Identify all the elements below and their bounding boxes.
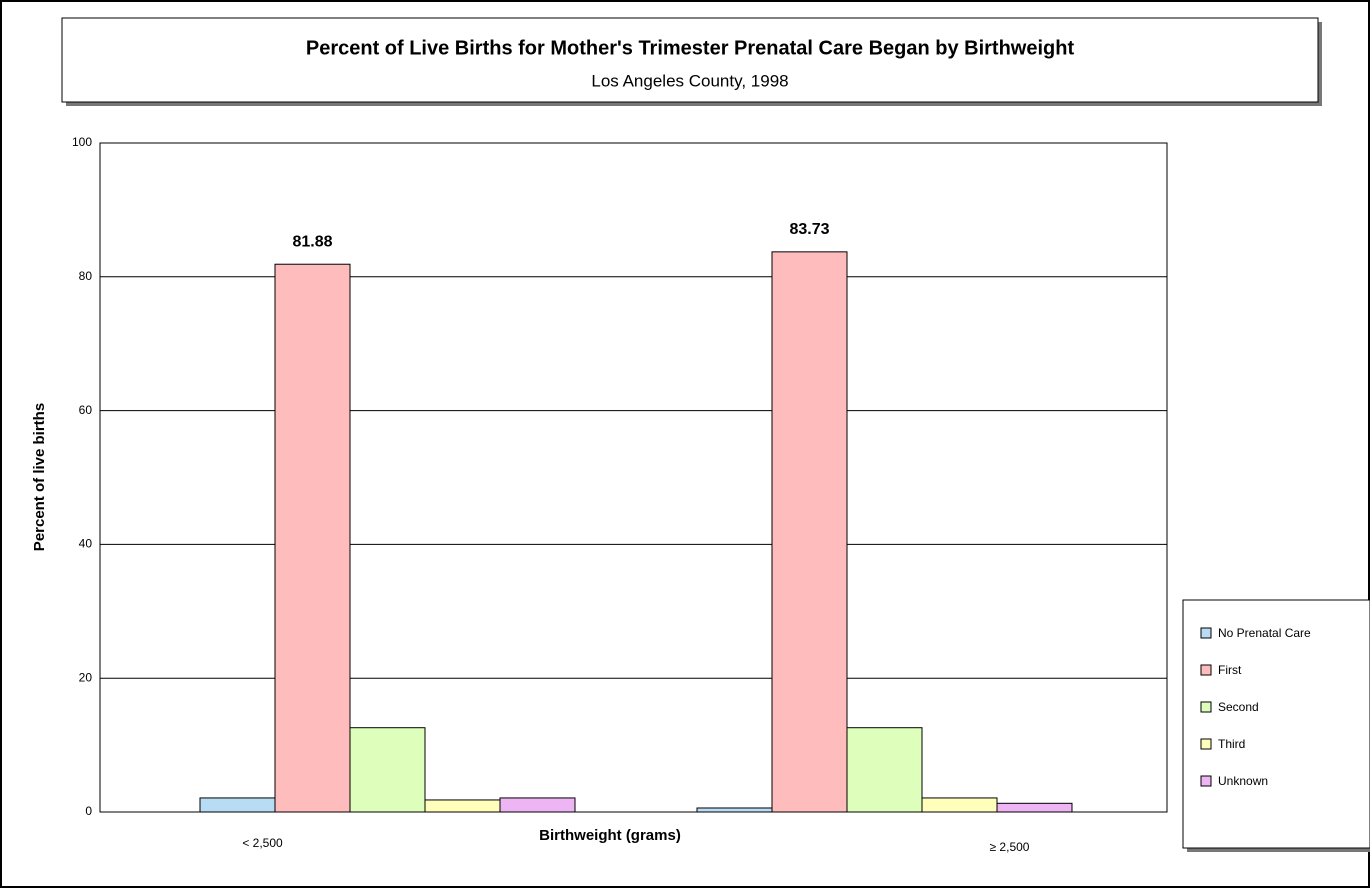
bar bbox=[696, 807, 773, 813]
x-axis-title: Birthweight (grams) bbox=[539, 827, 681, 844]
bar bbox=[771, 251, 848, 813]
legend-swatch bbox=[1200, 775, 1212, 787]
data-label: 83.73 bbox=[789, 221, 829, 238]
bar bbox=[996, 802, 1073, 813]
plot-area bbox=[99, 142, 1168, 813]
data-label: 81.88 bbox=[292, 233, 332, 250]
legend-label: First bbox=[1218, 663, 1242, 677]
legend-swatch bbox=[1200, 701, 1212, 713]
legend-swatch bbox=[1200, 627, 1212, 639]
chart-subtitle: Los Angeles County, 1998 bbox=[591, 71, 788, 90]
legend-swatch bbox=[1200, 738, 1212, 750]
bar bbox=[199, 797, 276, 813]
y-tick-label: 80 bbox=[79, 269, 93, 283]
bar bbox=[921, 797, 998, 813]
chart-title: Percent of Live Births for Mother's Trim… bbox=[306, 37, 1075, 59]
y-tick-label: 60 bbox=[79, 403, 93, 417]
legend-swatch bbox=[1200, 664, 1212, 676]
title-box bbox=[61, 17, 1319, 103]
y-tick-label: 0 bbox=[85, 804, 92, 818]
y-tick-label: 20 bbox=[79, 670, 93, 684]
legend-label: Unknown bbox=[1218, 774, 1268, 788]
x-tick-label: < 2,500 bbox=[242, 836, 283, 850]
legend-label: No Prenatal Care bbox=[1218, 626, 1311, 640]
bar bbox=[424, 799, 501, 813]
y-tick-label: 40 bbox=[79, 537, 93, 551]
legend-label: Third bbox=[1218, 737, 1245, 751]
x-tick-label: ≥ 2,500 bbox=[990, 840, 1030, 854]
bar bbox=[499, 797, 576, 813]
bar bbox=[349, 727, 426, 813]
bar bbox=[846, 727, 923, 813]
y-tick-label: 100 bbox=[72, 135, 92, 149]
y-axis-title: Percent of live births bbox=[31, 403, 48, 551]
bar bbox=[274, 263, 351, 813]
legend-box bbox=[1182, 599, 1370, 849]
legend-label: Second bbox=[1218, 700, 1259, 714]
